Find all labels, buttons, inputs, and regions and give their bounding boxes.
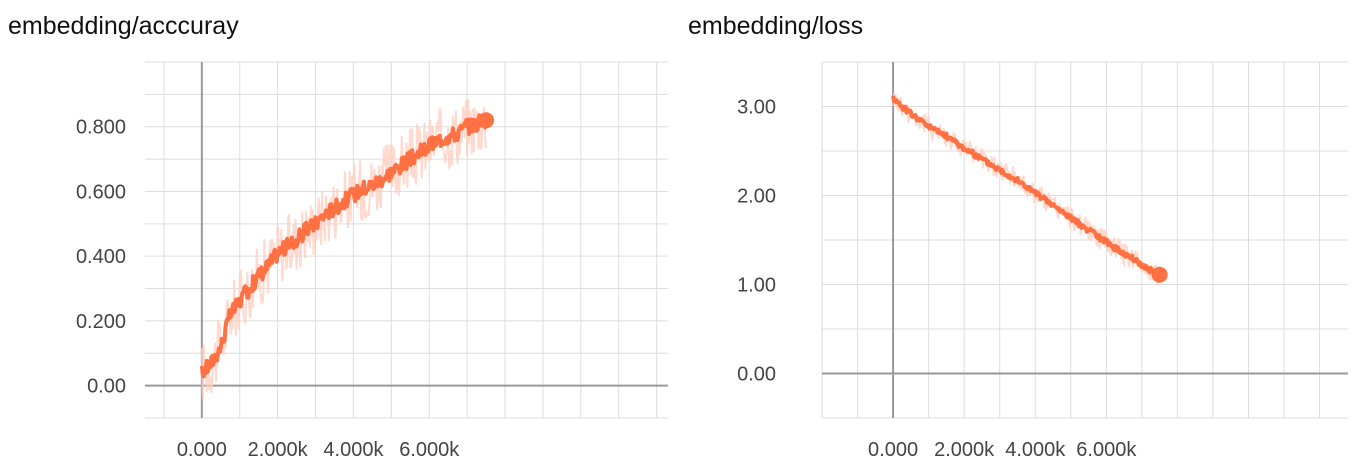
chart-title-loss: embedding/loss <box>688 12 864 40</box>
data-point <box>1140 263 1144 267</box>
data-point <box>953 140 957 144</box>
data-point <box>456 131 460 135</box>
data-point <box>276 251 280 255</box>
data-point <box>971 152 975 156</box>
data-points <box>891 96 1168 283</box>
data-point <box>209 361 213 365</box>
raw-series-line <box>892 93 1161 287</box>
data-point <box>927 124 931 128</box>
x-tick-label: 0.000 <box>177 439 227 461</box>
data-point <box>389 170 393 174</box>
y-tick-label: 1.00 <box>737 275 776 297</box>
series-end-marker <box>478 112 495 129</box>
data-point <box>314 222 318 226</box>
y-tick-label: 0.00 <box>87 376 126 398</box>
data-point <box>1069 216 1073 220</box>
x-tick-label: 4.000k <box>323 439 384 461</box>
data-point <box>1149 268 1153 272</box>
data-point <box>1060 210 1064 214</box>
y-tick-label: 3.00 <box>737 97 776 119</box>
chart-title-accuracy: embedding/acccuray <box>8 12 239 40</box>
y-tick-label: 2.00 <box>737 186 776 208</box>
y-tick-label: 0.800 <box>76 117 126 139</box>
loss-chart-panel: embedding/loss 0.000 2.000k 4.000k 6.000k 0.… <box>680 0 1368 468</box>
data-point <box>936 129 940 133</box>
data-point <box>1122 251 1126 255</box>
x-tick-label: 2.000k <box>934 439 995 461</box>
data-point <box>399 164 403 168</box>
data-point <box>351 193 355 197</box>
y-tick-label: 0.600 <box>76 181 126 203</box>
data-point <box>1051 203 1055 207</box>
data-point <box>1007 173 1011 177</box>
x-tick-label: 2.000k <box>248 439 309 461</box>
data-point <box>465 125 469 129</box>
data-point <box>1095 234 1099 238</box>
data-point <box>437 138 441 142</box>
data-point <box>909 112 913 116</box>
data-point <box>247 287 251 291</box>
data-point <box>304 228 308 232</box>
y-tick-label: 0.200 <box>76 311 126 333</box>
data-point <box>238 299 242 303</box>
data-point <box>427 144 431 148</box>
data-point <box>1087 228 1091 232</box>
data-point <box>446 134 450 138</box>
data-point <box>1015 178 1019 182</box>
data-point <box>219 345 223 349</box>
data-point <box>200 371 204 375</box>
data-point <box>370 183 374 187</box>
data-point <box>342 199 346 203</box>
data-point <box>408 157 412 161</box>
data-point <box>1131 257 1135 261</box>
grid <box>145 61 668 419</box>
data-point <box>1113 246 1117 250</box>
data-point <box>1033 191 1037 195</box>
data-point <box>998 168 1002 172</box>
grid <box>821 61 1348 419</box>
accuracy-chart: 0.000 2.000k 4.000k 6.000k 0.00 0.200 0.400 0.6… <box>76 61 668 461</box>
data-point <box>962 146 966 150</box>
data-point <box>944 134 948 138</box>
data-point <box>257 274 261 278</box>
x-tick-label: 6.000k <box>399 439 460 461</box>
data-point <box>228 312 232 316</box>
data-points <box>200 112 495 375</box>
data-point <box>266 264 270 268</box>
data-point <box>285 244 289 248</box>
x-tick-label: 4.000k <box>1005 439 1066 461</box>
data-point <box>891 96 895 100</box>
data-point <box>918 118 922 122</box>
data-point <box>380 177 384 181</box>
data-point <box>900 105 904 108</box>
data-point <box>1042 197 1046 201</box>
loss-chart: 0.000 2.000k 4.000k 6.000k 0.00 1.00 2.00 3.00 <box>737 61 1348 461</box>
data-point <box>1078 222 1082 226</box>
y-tick-label: 0.00 <box>737 364 776 386</box>
y-tick-label: 0.400 <box>76 246 126 268</box>
data-point <box>475 121 479 125</box>
series-end-marker <box>1151 266 1168 283</box>
data-point <box>323 212 327 216</box>
data-point <box>1104 240 1108 244</box>
x-tick-label: 6.000k <box>1076 439 1137 461</box>
x-tick-label: 0.000 <box>868 439 918 461</box>
data-point <box>332 206 336 210</box>
data-point <box>1024 185 1028 189</box>
data-point <box>295 238 299 242</box>
data-point <box>418 151 422 155</box>
accuracy-chart-panel: embedding/acccuray 0.000 2.000k 4.000k 6.00… <box>0 0 680 468</box>
data-point <box>980 157 984 161</box>
data-point <box>361 186 365 190</box>
data-point <box>989 162 993 166</box>
